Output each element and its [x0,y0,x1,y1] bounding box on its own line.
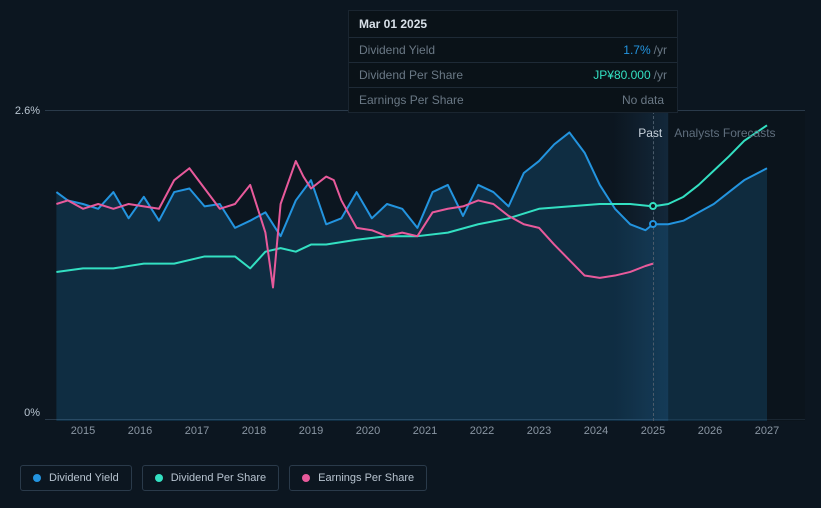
x-tick: 2016 [128,425,152,437]
tooltip-label: Dividend Per Share [359,68,593,82]
tooltip-date: Mar 01 2025 [349,11,677,38]
x-axis: 2015 2016 2017 2018 2019 2020 2021 2022 2023 2024… [45,425,805,445]
x-tick: 2015 [71,425,95,437]
tooltip-value: JP¥80.000 [593,68,650,82]
legend-label: Dividend Per Share [171,472,266,484]
legend-item[interactable]: Dividend Yield [20,465,132,491]
x-tick: 2025 [641,425,665,437]
x-tick: 2018 [242,425,266,437]
y-axis-min: 0% [10,407,40,419]
x-tick: 2020 [356,425,380,437]
x-tick: 2024 [584,425,608,437]
plot-area[interactable]: Past Analysts Forecasts [45,110,805,420]
x-tick: 2017 [185,425,209,437]
x-tick: 2026 [698,425,722,437]
cursor-line [653,111,654,421]
legend: Dividend Yield Dividend Per Share Earnings… [20,465,427,491]
legend-dot [155,474,163,482]
legend-item[interactable]: Dividend Per Share [142,465,279,491]
tooltip-row: Earnings Per ShareNo data [349,88,677,112]
tooltip-unit: /yr [654,68,667,82]
x-tick: 2019 [299,425,323,437]
legend-dot [302,474,310,482]
x-tick: 2027 [755,425,779,437]
legend-item[interactable]: Earnings Per Share [289,465,427,491]
x-tick: 2023 [527,425,551,437]
y-axis-max: 2.6% [10,105,40,117]
tooltip-row: Dividend Per ShareJP¥80.000/yr [349,63,677,88]
legend-label: Dividend Yield [49,472,119,484]
x-tick: 2021 [413,425,437,437]
tooltip-row: Dividend Yield1.7% /yr [349,38,677,63]
cursor-marker [649,220,657,228]
tooltip-value: No data [622,93,664,107]
past-label: Past [638,126,662,140]
chart-tooltip: Mar 01 2025 Dividend Yield1.7%/yrDividen… [348,10,678,113]
legend-dot [33,474,41,482]
forecast-label: Analysts Forecasts [674,126,775,140]
chart-container: 2.6% 0% PastAnalysts Forecasts [20,110,810,420]
x-tick: 2022 [470,425,494,437]
cursor-marker [649,202,657,210]
tooltip-value: 1.7% [623,43,650,57]
tooltip-unit: /yr [654,43,667,57]
tooltip-label: Earnings Per Share [359,93,622,107]
chart-svg [45,111,805,421]
tooltip-label: Dividend Yield [359,43,623,57]
legend-label: Earnings Per Share [318,472,414,484]
